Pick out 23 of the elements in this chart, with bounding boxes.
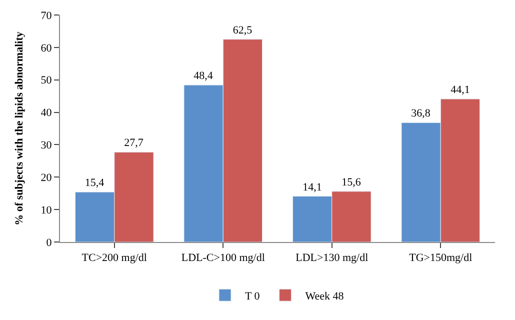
- y-axis-title: % of subjects with the lipids abnormality: [13, 31, 26, 226]
- data-label: 27,7: [124, 137, 144, 150]
- x-tick-label: LDL-C>100 mg/dl: [181, 252, 265, 264]
- legend-label: T 0: [245, 290, 260, 302]
- data-label: 62,5: [232, 24, 253, 36]
- y-tick-label: 10: [40, 204, 52, 216]
- legend-label: Week 48: [305, 290, 344, 302]
- x-tick-label: LDL>130 mg/dl: [296, 252, 368, 264]
- data-label: 44,1: [450, 84, 470, 96]
- y-tick-label: 0: [46, 236, 52, 249]
- y-tick-label: 50: [40, 74, 52, 87]
- y-tick-label: 60: [40, 42, 52, 54]
- y-tick-label: 20: [40, 172, 52, 184]
- data-label: 36,8: [411, 108, 431, 120]
- x-tick-label: TG>150mg/dl: [409, 252, 472, 264]
- x-tick-label: TC>200 mg/dl: [82, 252, 147, 264]
- data-label: 15,6: [342, 176, 362, 188]
- y-tick-label: 40: [40, 107, 52, 120]
- y-tick-label: 30: [40, 140, 52, 152]
- data-label: 14,1: [302, 181, 322, 194]
- data-label: 15,4: [84, 177, 105, 190]
- data-label: 48,4: [194, 70, 214, 82]
- y-tick-label: 70: [40, 10, 52, 22]
